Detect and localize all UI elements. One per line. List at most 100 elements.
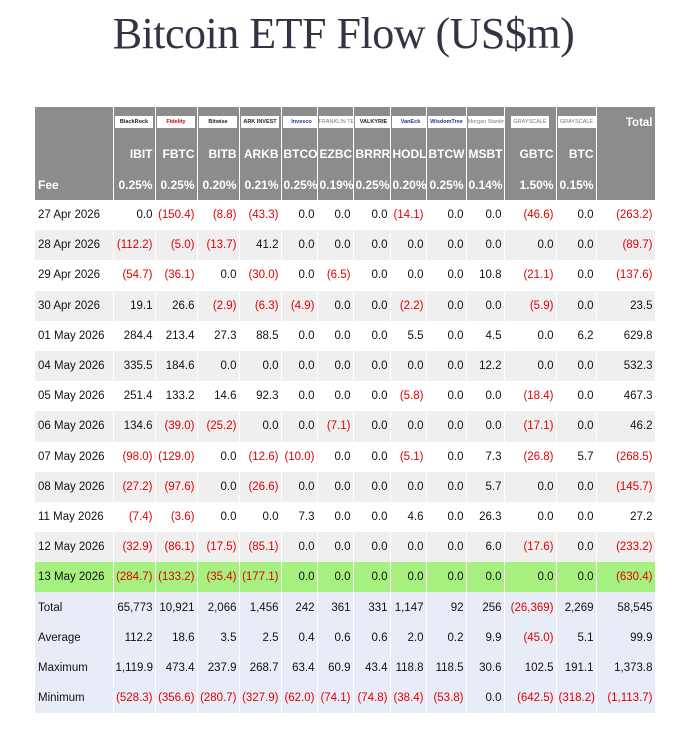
- stat-value-btcw: 92: [426, 592, 467, 623]
- row-date: 29 Apr 2026: [35, 260, 114, 291]
- flow-value-arkb: 0.0: [239, 350, 282, 382]
- table-row: 08 May 2026 (27.2) (97.6) 0.0 (26.6) 0.0 0.0 0.…: [35, 471, 656, 502]
- flow-value-gbtc: 0.0: [504, 471, 557, 502]
- flow-value-btcw: 0.0: [426, 411, 467, 442]
- flow-value-ezbc: 0.0: [317, 501, 354, 533]
- issuer-logo-brrr: VALKYRIE: [354, 116, 389, 129]
- flow-value-btco: 0.0: [281, 381, 318, 412]
- flow-value-fbtc: (86.1): [155, 532, 198, 563]
- fee-label: Fee: [35, 170, 114, 200]
- ticker-msbt: MSBT: [466, 138, 505, 170]
- row-total: (137.6): [596, 260, 656, 291]
- flow-value-btc: 0.0: [556, 562, 597, 593]
- flow-value-btco: 0.0: [281, 230, 318, 261]
- stat-row-total: Total 65,773 10,921 2,066 1,456 242 361 331 1,14…: [35, 592, 656, 623]
- flow-value-ibit: (27.2): [113, 471, 156, 502]
- flow-value-msbt: 4.5: [466, 320, 505, 351]
- issuer-logo-arkb: ARK INVEST: [241, 116, 279, 129]
- flow-value-bitb: (2.9): [197, 290, 240, 321]
- flow-value-btco: 0.0: [281, 320, 318, 351]
- flow-value-msbt: 26.3: [466, 501, 505, 533]
- stat-value-btc: 5.1: [556, 622, 597, 653]
- flow-value-btcw: 0.0: [426, 320, 467, 351]
- stat-label: Total: [35, 592, 114, 623]
- flow-value-hodl: (14.1): [390, 200, 427, 231]
- flow-value-ezbc: 0.0: [317, 230, 354, 261]
- flow-value-ibit: (284.7): [113, 562, 156, 593]
- stat-value-gbtc: (45.0): [504, 622, 557, 653]
- logo-cell: WisdomTree: [426, 107, 467, 138]
- flow-value-brrr: 0.0: [353, 411, 391, 442]
- stat-value-bitb: 2,066: [197, 592, 240, 623]
- logo-cell: FRANKLIN TEMPLETON: [317, 107, 354, 138]
- flow-value-btcw: 0.0: [426, 501, 467, 533]
- stat-value-bitb: 237.9: [197, 652, 240, 683]
- stat-value-brrr: 0.6: [353, 622, 391, 653]
- stat-value-btc: 191.1: [556, 652, 597, 683]
- logo-cell: ARK INVEST: [239, 107, 282, 138]
- flow-value-gbtc: (26.8): [504, 441, 557, 472]
- stat-value-msbt: 0.0: [466, 683, 505, 714]
- ticker-btcw: BTCW: [426, 138, 467, 170]
- flow-value-btco: 0.0: [281, 471, 318, 502]
- stat-label: Average: [35, 622, 114, 653]
- stat-value-ibit: 1,119.9: [113, 652, 156, 683]
- row-total: 46.2: [596, 411, 656, 442]
- flow-value-btcw: 0.0: [426, 200, 467, 231]
- stat-value-gbtc: 102.5: [504, 652, 557, 683]
- ticker-btco: BTCO: [281, 138, 318, 170]
- stat-value-gbtc: (642.5): [504, 683, 557, 714]
- flow-value-hodl: 5.5: [390, 320, 427, 351]
- row-total: 23.5: [596, 290, 656, 321]
- table-row: 27 Apr 2026 0.0 (150.4) (8.8) (43.3) 0.0 0.0 0.…: [35, 200, 656, 231]
- flow-value-brrr: 0.0: [353, 441, 391, 472]
- flow-value-bitb: (35.4): [197, 562, 240, 593]
- flow-value-ezbc: 0.0: [317, 471, 354, 502]
- stat-value-brrr: 43.4: [353, 652, 391, 683]
- row-total: (263.2): [596, 200, 656, 231]
- table-row: 30 Apr 2026 19.1 26.6 (2.9) (6.3) (4.9) 0.0 0.0…: [35, 290, 656, 321]
- stat-value-bitb: (280.7): [197, 683, 240, 714]
- stat-value-ezbc: 60.9: [317, 652, 354, 683]
- flow-value-fbtc: (3.6): [155, 501, 198, 533]
- fee-hodl: 0.20%: [390, 170, 427, 200]
- flow-value-btc: 6.2: [556, 320, 597, 351]
- row-date: 12 May 2026: [35, 532, 114, 563]
- table-row: 11 May 2026 (7.4) (3.6) 0.0 0.0 7.3 0.0 0.0 4.6 0…: [35, 501, 656, 533]
- row-total: (89.7): [596, 230, 656, 261]
- stat-value-ezbc: (74.1): [317, 683, 354, 714]
- stat-value-fbtc: 473.4: [155, 652, 198, 683]
- flow-value-btc: 5.7: [556, 441, 597, 472]
- flow-value-fbtc: (97.6): [155, 471, 198, 502]
- ticker-fbtc: FBTC: [155, 138, 198, 170]
- flow-value-hodl: 0.0: [390, 260, 427, 291]
- stat-value-btcw: 0.2: [426, 622, 467, 653]
- flow-value-arkb: (12.6): [239, 441, 282, 472]
- flow-value-bitb: 0.0: [197, 471, 240, 502]
- page-title: Bitcoin ETF Flow (US$m): [112, 9, 575, 58]
- flow-value-fbtc: 133.2: [155, 381, 198, 412]
- flow-value-gbtc: (46.6): [504, 200, 557, 231]
- flow-value-btcw: 0.0: [426, 381, 467, 412]
- row-total: 532.3: [596, 350, 656, 382]
- table-row: 06 May 2026 134.6 (39.0) (25.2) 0.0 0.0 (7.1) 0…: [35, 411, 656, 442]
- stat-value-fbtc: 10,921: [155, 592, 198, 623]
- flow-value-gbtc: (21.1): [504, 260, 557, 291]
- row-date: 04 May 2026: [35, 350, 114, 382]
- flow-value-ibit: 251.4: [113, 381, 156, 412]
- flow-value-btc: 0.0: [556, 532, 597, 563]
- flow-value-btco: 0.0: [281, 350, 318, 382]
- flow-value-gbtc: 0.0: [504, 501, 557, 533]
- row-date: 28 Apr 2026: [35, 230, 114, 261]
- stat-value-fbtc: 18.6: [155, 622, 198, 653]
- row-date: 11 May 2026: [35, 501, 114, 533]
- ticker-brrr: BRRR: [353, 138, 391, 170]
- flow-value-msbt: 5.7: [466, 471, 505, 502]
- flow-value-fbtc: (129.0): [155, 441, 198, 472]
- flow-value-hodl: 0.0: [390, 471, 427, 502]
- stat-value-ibit: 112.2: [113, 622, 156, 653]
- flow-value-btco: (4.9): [281, 290, 318, 321]
- flow-value-btc: 0.0: [556, 200, 597, 231]
- flow-value-ezbc: 0.0: [317, 200, 354, 231]
- fee-btcw: 0.25%: [426, 170, 467, 200]
